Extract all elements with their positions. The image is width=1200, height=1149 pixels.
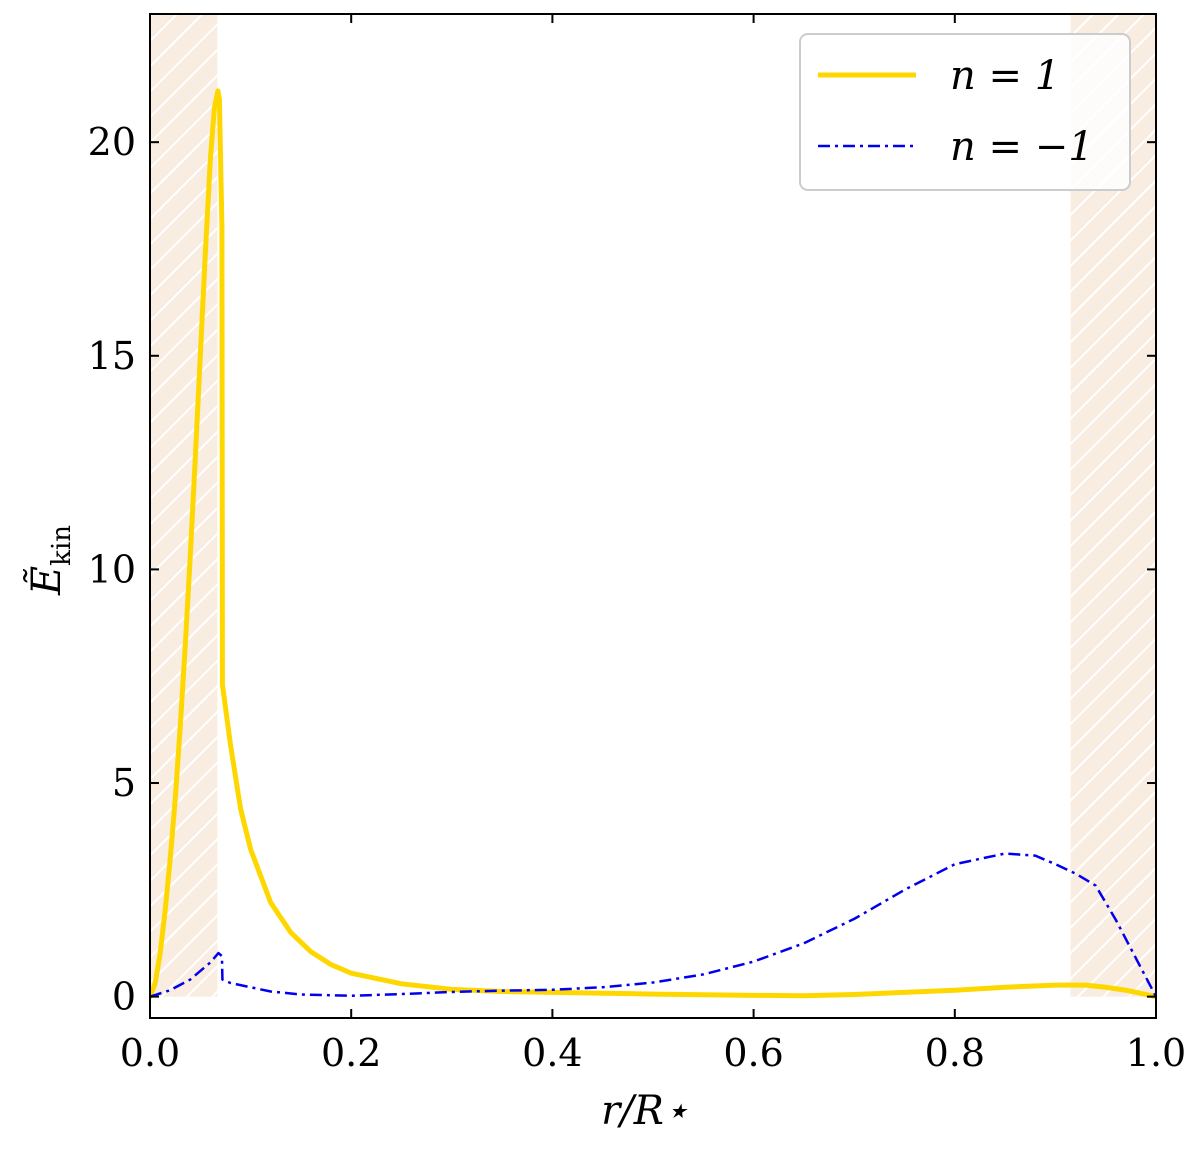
- y-tick-label: 0: [112, 975, 136, 1019]
- legend: n = 1 n = −1: [799, 33, 1131, 191]
- x-tick-label: 0.6: [723, 1031, 783, 1075]
- y-axis-label: Ẽkin: [23, 525, 77, 596]
- series-layer: [150, 88, 1156, 1000]
- y-tick-label: 10: [88, 547, 136, 591]
- x-axis-label: r/R⋆: [601, 1088, 689, 1134]
- plot-frame: [149, 13, 1157, 1019]
- x-tick-label: 1.0: [1126, 1031, 1186, 1075]
- legend-label-nminus1: n = −1: [950, 124, 1094, 170]
- x-tick-label: 0.8: [925, 1031, 985, 1075]
- y-axis-label-main: Ẽ: [23, 566, 70, 596]
- y-axis-label-sub: kin: [47, 525, 77, 566]
- y-tick-label: 5: [112, 761, 136, 805]
- series-line-1: [150, 852, 1156, 998]
- y-tick-label: 15: [88, 334, 136, 378]
- legend-label-n1: n = 1: [950, 53, 1060, 99]
- series-line-0: [150, 88, 1156, 1000]
- y-tick-label: 20: [88, 120, 136, 164]
- svg-text:Ẽkin: Ẽkin: [23, 525, 77, 596]
- axis-ticks: 0.0 0.2 0.4 0.6 0.8 1.0 0 5 10 15 20: [88, 14, 1186, 1075]
- x-tick-label: 0.4: [522, 1031, 582, 1075]
- x-tick-label: 0.2: [321, 1031, 381, 1075]
- x-tick-label: 0.0: [120, 1031, 180, 1075]
- shaded-region-0: [150, 14, 218, 997]
